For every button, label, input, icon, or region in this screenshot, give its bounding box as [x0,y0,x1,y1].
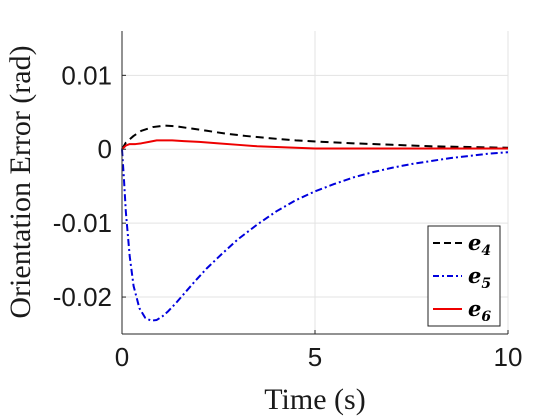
y-tick-label-3: -0.02 [53,282,112,312]
axes [121,31,509,335]
legend-label-e6: e6 [468,296,491,325]
legend-label-e4: e4 [468,230,491,259]
series-line-e6 [121,139,508,150]
legend-label-e5: e5 [468,263,491,292]
y-tick-label-2: -0.01 [53,208,112,238]
y-axis-label: Orientation Error (rad) [4,45,37,318]
x-tick-label-2: 10 [494,342,523,372]
legend: e4 e5 e6 [427,225,501,327]
tick-labels: 0 5 10 0.01 0 -0.01 -0.02 [53,60,523,372]
series-line-e4 [121,124,509,150]
x-tick-label-0: 0 [115,342,129,372]
x-tick-label-1: 5 [308,342,322,372]
y-tick-label-1: 0 [98,134,112,164]
series-lines [121,124,509,322]
y-tick-label-0: 0.01 [61,60,112,90]
series-line-e5 [121,149,509,322]
x-axis-label: Time (s) [264,383,365,416]
